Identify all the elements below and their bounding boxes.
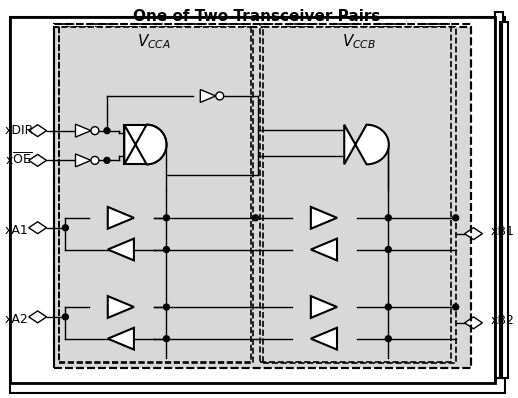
Polygon shape xyxy=(344,125,389,164)
Polygon shape xyxy=(28,222,47,234)
FancyBboxPatch shape xyxy=(502,21,508,378)
Polygon shape xyxy=(311,239,337,260)
Polygon shape xyxy=(124,125,166,164)
Polygon shape xyxy=(108,328,134,349)
FancyBboxPatch shape xyxy=(10,17,505,393)
FancyBboxPatch shape xyxy=(89,321,153,347)
Circle shape xyxy=(104,157,110,163)
FancyBboxPatch shape xyxy=(89,289,153,316)
Polygon shape xyxy=(76,124,91,137)
Circle shape xyxy=(453,304,458,310)
FancyBboxPatch shape xyxy=(89,200,153,227)
Circle shape xyxy=(385,215,391,221)
Polygon shape xyxy=(108,296,134,318)
Text: $V_{CCB}$: $V_{CCB}$ xyxy=(341,32,376,51)
Polygon shape xyxy=(465,317,482,329)
Text: xA1: xA1 xyxy=(5,224,28,237)
Bar xyxy=(124,125,147,164)
FancyBboxPatch shape xyxy=(292,232,356,258)
Polygon shape xyxy=(311,328,337,349)
FancyBboxPatch shape xyxy=(60,27,253,363)
FancyBboxPatch shape xyxy=(89,232,153,258)
Circle shape xyxy=(164,304,169,310)
Polygon shape xyxy=(200,90,216,102)
Circle shape xyxy=(385,336,391,341)
Circle shape xyxy=(91,127,99,135)
Circle shape xyxy=(104,128,110,134)
FancyBboxPatch shape xyxy=(292,200,356,227)
Text: xB2: xB2 xyxy=(491,314,514,327)
FancyBboxPatch shape xyxy=(54,27,470,369)
Polygon shape xyxy=(28,311,47,323)
FancyBboxPatch shape xyxy=(495,12,503,378)
Text: x$\overline{\mathrm{OE}}$: x$\overline{\mathrm{OE}}$ xyxy=(5,152,32,168)
Circle shape xyxy=(62,225,68,231)
Polygon shape xyxy=(311,207,337,229)
FancyBboxPatch shape xyxy=(292,321,356,347)
Polygon shape xyxy=(311,296,337,318)
Polygon shape xyxy=(108,207,134,229)
FancyBboxPatch shape xyxy=(263,27,456,363)
Text: $V_{CCA}$: $V_{CCA}$ xyxy=(137,32,170,51)
FancyBboxPatch shape xyxy=(292,289,356,316)
Circle shape xyxy=(216,92,224,100)
Polygon shape xyxy=(28,154,47,166)
Text: xB1: xB1 xyxy=(491,225,514,238)
Circle shape xyxy=(164,246,169,252)
Circle shape xyxy=(164,336,169,341)
Polygon shape xyxy=(76,154,91,167)
Circle shape xyxy=(385,304,391,310)
Text: One of Two Transceiver Pairs: One of Two Transceiver Pairs xyxy=(133,9,380,24)
Polygon shape xyxy=(108,239,134,260)
Circle shape xyxy=(91,156,99,164)
Text: xDIR: xDIR xyxy=(5,124,34,137)
Polygon shape xyxy=(465,228,482,240)
Circle shape xyxy=(253,215,258,221)
FancyBboxPatch shape xyxy=(10,17,495,383)
Circle shape xyxy=(164,215,169,221)
Text: xA2: xA2 xyxy=(5,313,28,326)
Circle shape xyxy=(62,314,68,320)
Circle shape xyxy=(385,246,391,252)
Polygon shape xyxy=(28,125,47,137)
Circle shape xyxy=(453,215,458,221)
